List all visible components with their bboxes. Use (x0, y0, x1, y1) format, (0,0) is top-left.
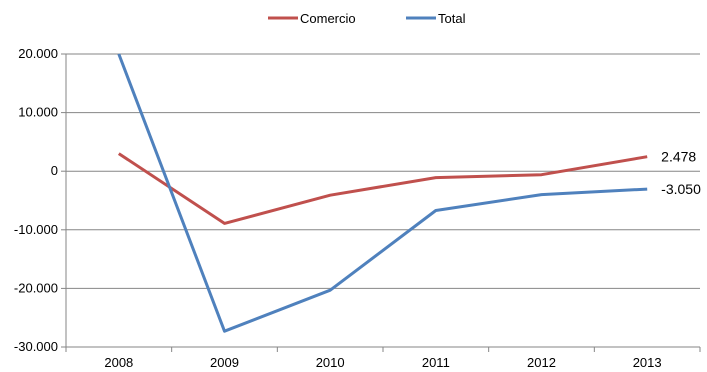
legend-label-total: Total (438, 11, 466, 26)
legend: Comercio Total (268, 11, 466, 26)
x-tick-label: 2011 (422, 355, 450, 370)
data-label-total: -3.050 (661, 181, 701, 197)
series-line-comercio (117, 152, 648, 225)
x-tick-label: 2012 (527, 355, 556, 370)
legend-label-comercio: Comercio (300, 11, 356, 26)
series-group (117, 53, 648, 333)
y-tick-label: 10.000 (18, 105, 58, 120)
x-tick-label: 2010 (316, 355, 345, 370)
gridlines (66, 53, 700, 348)
y-tick-label: -10.000 (14, 222, 58, 237)
y-axis: 20.000 10.000 0 -10.000 -20.000 -30.000 (14, 46, 67, 354)
data-label-comercio: 2.478 (661, 149, 696, 165)
y-tick-label: 20.000 (18, 46, 58, 61)
x-axis: 2008 2009 2010 2011 2012 2013 (65, 347, 701, 370)
x-tick-label: 2013 (633, 355, 662, 370)
y-tick-label: -20.000 (14, 280, 58, 295)
data-labels: 2.478 -3.050 (661, 149, 701, 197)
series-line-total (117, 53, 648, 333)
y-tick-label: -30.000 (14, 339, 58, 354)
x-tick-label: 2009 (210, 355, 239, 370)
y-tick-label: 0 (51, 163, 58, 178)
x-tick-label: 2008 (104, 355, 133, 370)
